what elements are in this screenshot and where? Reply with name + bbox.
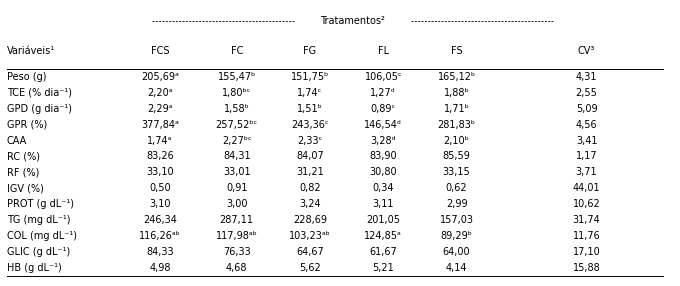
Text: 124,85ᵃ: 124,85ᵃ (364, 231, 402, 241)
Text: 83,26: 83,26 (146, 152, 174, 162)
Text: FL: FL (378, 45, 389, 55)
Text: HB (g dL⁻¹): HB (g dL⁻¹) (7, 263, 62, 273)
Text: 84,07: 84,07 (296, 152, 324, 162)
Text: 64,00: 64,00 (443, 247, 471, 257)
Text: 0,50: 0,50 (149, 183, 171, 193)
Text: GPR (%): GPR (%) (7, 120, 47, 130)
Text: 1,71ᵇ: 1,71ᵇ (444, 104, 469, 114)
Text: 0,89ᶜ: 0,89ᶜ (371, 104, 396, 114)
Text: 257,52ᵇᶜ: 257,52ᵇᶜ (216, 120, 258, 130)
Text: 106,05ᶜ: 106,05ᶜ (364, 72, 402, 82)
Text: 4,56: 4,56 (576, 120, 598, 130)
Text: 84,33: 84,33 (146, 247, 174, 257)
Text: 228,69: 228,69 (293, 215, 327, 225)
Text: 89,29ᵇ: 89,29ᵇ (441, 231, 473, 241)
Text: 2,55: 2,55 (576, 88, 598, 98)
Text: 33,01: 33,01 (223, 167, 250, 177)
Text: 201,05: 201,05 (367, 215, 401, 225)
Text: 155,47ᵇ: 155,47ᵇ (218, 72, 256, 82)
Text: 0,82: 0,82 (299, 183, 321, 193)
Text: 0,91: 0,91 (226, 183, 248, 193)
Text: 3,10: 3,10 (150, 199, 171, 209)
Text: 1,27ᵈ: 1,27ᵈ (371, 88, 396, 98)
Text: Variáveis¹: Variáveis¹ (7, 45, 55, 55)
Text: 2,29ᵃ: 2,29ᵃ (148, 104, 173, 114)
Text: 76,33: 76,33 (223, 247, 251, 257)
Text: 1,74ᶜ: 1,74ᶜ (297, 88, 322, 98)
Text: RC (%): RC (%) (7, 152, 40, 162)
Text: 10,62: 10,62 (573, 199, 600, 209)
Text: Tratamentos²: Tratamentos² (320, 16, 385, 26)
Text: 2,20ᵃ: 2,20ᵃ (148, 88, 173, 98)
Text: RF (%): RF (%) (7, 167, 39, 177)
Text: 117,98ᵃᵇ: 117,98ᵃᵇ (216, 231, 258, 241)
Text: 287,11: 287,11 (220, 215, 254, 225)
Text: IGV (%): IGV (%) (7, 183, 44, 193)
Text: 3,11: 3,11 (373, 199, 394, 209)
Text: 2,99: 2,99 (446, 199, 467, 209)
Text: FCS: FCS (151, 45, 169, 55)
Text: 1,51ᵇ: 1,51ᵇ (297, 104, 323, 114)
Text: GLIC (g dL⁻¹): GLIC (g dL⁻¹) (7, 247, 70, 257)
Text: 2,33ᶜ: 2,33ᶜ (297, 136, 322, 146)
Text: 30,80: 30,80 (369, 167, 397, 177)
Text: 83,90: 83,90 (369, 152, 397, 162)
Text: 151,75ᵇ: 151,75ᵇ (291, 72, 329, 82)
Text: 2,10ᵇ: 2,10ᵇ (444, 136, 469, 146)
Text: 3,00: 3,00 (226, 199, 248, 209)
Text: 5,21: 5,21 (373, 263, 394, 273)
Text: 84,31: 84,31 (223, 152, 250, 162)
Text: 205,69ᵃ: 205,69ᵃ (141, 72, 179, 82)
Text: 5,09: 5,09 (576, 104, 598, 114)
Text: TCE (% dia⁻¹): TCE (% dia⁻¹) (7, 88, 72, 98)
Text: 0,62: 0,62 (446, 183, 467, 193)
Text: 0,34: 0,34 (373, 183, 394, 193)
Text: 11,76: 11,76 (573, 231, 600, 241)
Text: 1,74ᵃ: 1,74ᵃ (148, 136, 173, 146)
Text: COL (mg dL⁻¹): COL (mg dL⁻¹) (7, 231, 77, 241)
Text: 3,41: 3,41 (576, 136, 597, 146)
Text: 1,80ᵇᶜ: 1,80ᵇᶜ (222, 88, 252, 98)
Text: 3,24: 3,24 (299, 199, 321, 209)
Text: CAA: CAA (7, 136, 27, 146)
Text: 33,15: 33,15 (443, 167, 471, 177)
Text: FS: FS (451, 45, 462, 55)
Text: 103,23ᵃᵇ: 103,23ᵃᵇ (289, 231, 331, 241)
Text: 5,62: 5,62 (299, 263, 321, 273)
Text: Peso (g): Peso (g) (7, 72, 46, 82)
Text: 4,98: 4,98 (150, 263, 171, 273)
Text: 3,71: 3,71 (576, 167, 598, 177)
Text: 157,03: 157,03 (440, 215, 474, 225)
Text: 44,01: 44,01 (573, 183, 600, 193)
Text: 31,74: 31,74 (573, 215, 600, 225)
Text: CV³: CV³ (578, 45, 595, 55)
Text: 4,14: 4,14 (446, 263, 467, 273)
Text: 146,54ᵈ: 146,54ᵈ (364, 120, 403, 130)
Text: 281,83ᵇ: 281,83ᵇ (438, 120, 475, 130)
Text: 1,88ᵇ: 1,88ᵇ (444, 88, 469, 98)
Text: GPD (g dia⁻¹): GPD (g dia⁻¹) (7, 104, 72, 114)
Text: PROT (g dL⁻¹): PROT (g dL⁻¹) (7, 199, 74, 209)
Text: 4,68: 4,68 (226, 263, 248, 273)
Text: 64,67: 64,67 (296, 247, 324, 257)
Text: 15,88: 15,88 (573, 263, 600, 273)
Text: 165,12ᵇ: 165,12ᵇ (437, 72, 476, 82)
Text: 31,21: 31,21 (296, 167, 324, 177)
Text: 3,28ᵈ: 3,28ᵈ (371, 136, 396, 146)
Text: 61,67: 61,67 (369, 247, 397, 257)
Text: FC: FC (231, 45, 243, 55)
Text: TG (mg dL⁻¹): TG (mg dL⁻¹) (7, 215, 70, 225)
Text: 1,17: 1,17 (576, 152, 598, 162)
Text: FG: FG (303, 45, 317, 55)
Text: 243,36ᶜ: 243,36ᶜ (291, 120, 328, 130)
Text: 85,59: 85,59 (443, 152, 471, 162)
Text: 377,84ᵃ: 377,84ᵃ (141, 120, 179, 130)
Text: 17,10: 17,10 (573, 247, 600, 257)
Text: 2,27ᵇᶜ: 2,27ᵇᶜ (222, 136, 252, 146)
Text: 246,34: 246,34 (143, 215, 177, 225)
Text: 1,58ᵇ: 1,58ᵇ (224, 104, 250, 114)
Text: 33,10: 33,10 (146, 167, 174, 177)
Text: 116,26ᵃᵇ: 116,26ᵃᵇ (139, 231, 181, 241)
Text: 4,31: 4,31 (576, 72, 597, 82)
